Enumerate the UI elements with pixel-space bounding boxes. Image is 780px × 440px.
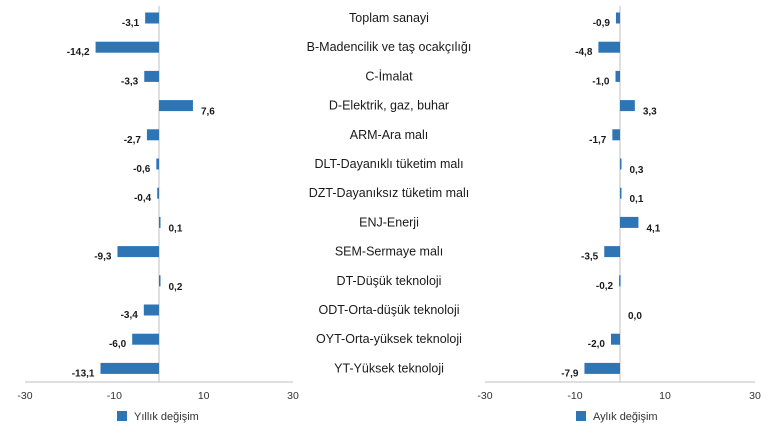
bar [619, 275, 621, 287]
data-label: 0,3 [630, 165, 644, 176]
x-tick-label: -30 [17, 390, 32, 402]
category-label: ENJ-Enerji [359, 215, 419, 229]
category-label: ODT-Orta-düşük teknoloji [318, 303, 459, 317]
data-label: -0,6 [133, 164, 151, 175]
data-label: -3,3 [121, 76, 139, 87]
x-tick-label: 30 [287, 390, 299, 402]
data-label: -6,0 [109, 339, 127, 350]
bar [143, 304, 159, 316]
bar [584, 362, 620, 374]
data-label: -3,1 [122, 18, 140, 29]
category-label: SEM-Sermaye malı [335, 245, 443, 259]
category-label: D-Elektrik, gaz, buhar [329, 99, 449, 113]
data-label: -0,4 [134, 193, 152, 204]
data-label: 7,6 [201, 107, 215, 118]
data-label: -4,8 [575, 47, 593, 58]
bar [604, 246, 620, 258]
legend-swatch [117, 411, 127, 421]
bar [159, 100, 193, 112]
bar [611, 333, 620, 345]
bar [620, 187, 622, 199]
x-tick-label: -30 [477, 390, 492, 402]
bar [598, 41, 620, 53]
x-tick-label: 10 [198, 390, 210, 402]
x-tick-label: -10 [107, 390, 122, 402]
bar [612, 129, 620, 141]
data-label: -3,5 [581, 252, 599, 263]
bar [144, 70, 159, 82]
x-tick-label: 30 [749, 390, 761, 402]
bar [95, 41, 159, 53]
data-label: -7,9 [561, 368, 579, 379]
bar [615, 12, 620, 24]
data-label: -0,2 [596, 281, 614, 292]
bar [620, 158, 622, 170]
category-label: Toplam sanayi [349, 11, 429, 25]
bar [146, 129, 159, 141]
bar [100, 362, 159, 374]
x-tick-label: -10 [567, 390, 582, 402]
category-label: DT-Düşük teknoloji [337, 274, 442, 288]
category-label: B-Madencilik ve taş ocakçılığı [307, 40, 472, 54]
data-label: -0,9 [593, 18, 611, 29]
data-label: 0,1 [169, 223, 183, 234]
bar [156, 158, 159, 170]
category-label: DLT-Dayanıklı tüketim malı [314, 157, 463, 171]
data-label: 4,1 [646, 223, 660, 234]
x-tick-label: 10 [659, 390, 671, 402]
category-label: ARM-Ara malı [350, 128, 428, 142]
data-label: 3,3 [643, 107, 657, 118]
category-label: DZT-Dayanıksız tüketim malı [309, 186, 469, 200]
bar [145, 12, 159, 24]
category-label: C-İmalat [365, 69, 413, 83]
data-label: 0,0 [628, 311, 642, 322]
legend-swatch [576, 411, 586, 421]
data-label: -13,1 [72, 368, 95, 379]
category-label: YT-Yüksek teknoloji [334, 361, 444, 375]
bar [615, 70, 620, 82]
data-label: -3,4 [121, 310, 139, 321]
bar [159, 275, 161, 287]
data-label: 0,2 [169, 282, 183, 293]
data-label: -14,2 [67, 47, 90, 58]
bar [620, 216, 639, 228]
bar [132, 333, 159, 345]
data-label: 0,1 [630, 194, 644, 205]
bar [159, 216, 161, 228]
bar [117, 246, 159, 258]
data-label: -2,7 [124, 135, 142, 146]
data-label: -9,3 [94, 252, 112, 263]
data-label: -2,0 [588, 339, 606, 350]
data-label: -1,7 [589, 135, 607, 146]
bar [620, 100, 635, 112]
data-label: -1,0 [592, 76, 610, 87]
legend-label: Aylık değişim [593, 411, 658, 423]
category-label: OYT-Orta-yüksek teknoloji [316, 332, 462, 346]
bar [157, 187, 159, 199]
legend-label: Yıllık değişim [134, 411, 199, 423]
